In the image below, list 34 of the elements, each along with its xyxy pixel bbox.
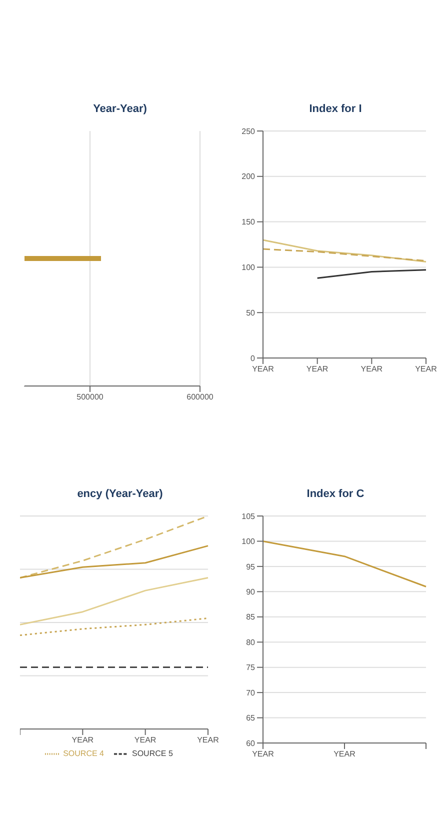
x-tick-label: YEAR	[306, 364, 328, 374]
y-tick-label: 200	[242, 172, 256, 182]
x-tick-label: YEAR	[415, 364, 438, 374]
y-tick-label: 105	[242, 512, 256, 521]
x-tick-label: YEAR	[334, 750, 356, 759]
y-tick-label: 0	[250, 354, 256, 363]
y-tick-label: 150	[242, 218, 256, 227]
x-tick-label: YEAR	[72, 736, 94, 745]
x-tick-label: YEAR	[360, 364, 383, 374]
legend-label: SOURCE 5	[132, 749, 173, 758]
legend-label: SOURCE 4	[63, 749, 104, 758]
y-tick-label: 50	[246, 308, 256, 318]
chart-title: ency (Year-Year)	[76, 488, 164, 500]
y-tick-label: 90	[246, 588, 256, 597]
y-tick-label: 80	[246, 638, 256, 647]
x-tick-label: YEAR	[197, 736, 220, 745]
x-tick-label: YEAR	[252, 364, 274, 374]
x-tick-label: YEAR	[134, 736, 156, 745]
chart-title: Year-Year)	[92, 103, 148, 115]
chart-title: Index for C	[306, 488, 366, 500]
chart-title: Index for I	[308, 103, 363, 115]
y-tick-label: 95	[246, 562, 256, 572]
y-tick-label: 100	[242, 263, 256, 272]
y-tick-label: 70	[246, 688, 256, 698]
y-tick-label: 75	[246, 663, 256, 672]
y-tick-label: 100	[242, 537, 256, 546]
line-series	[262, 239, 427, 262]
y-tick-label: 65	[246, 714, 256, 723]
x-tick-label: 500000	[76, 392, 104, 402]
y-tick-label: 60	[246, 738, 256, 748]
y-tick-label: 85	[246, 612, 256, 622]
y-tick-label: 250	[242, 126, 256, 136]
x-tick-label: YEAR	[252, 750, 274, 759]
x-tick-label: 600000	[186, 392, 214, 402]
